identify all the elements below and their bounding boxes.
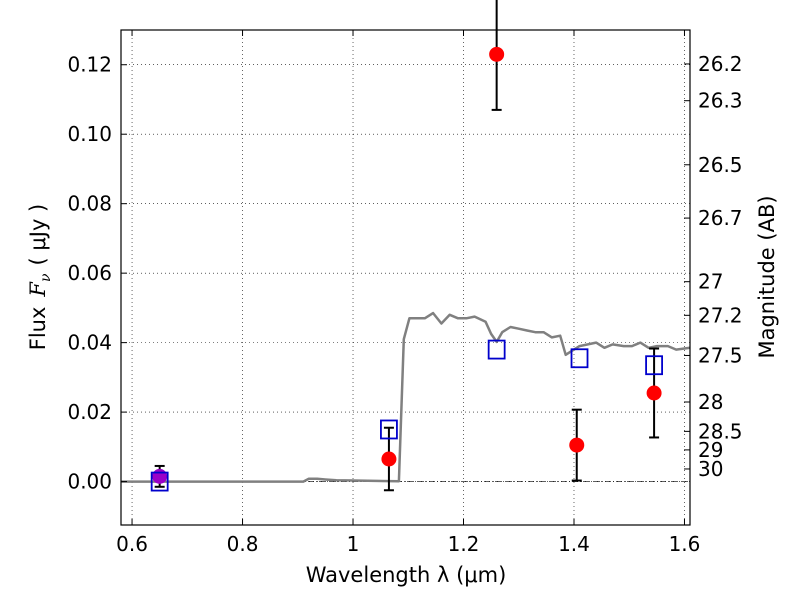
x-tick-label: 0.8	[227, 532, 259, 556]
x-tick-label: 0.6	[116, 532, 148, 556]
y-axis-label-unit: ( μJy )	[26, 204, 50, 266]
observed-point	[489, 46, 505, 62]
y-axis-label: Flux Fν ( μJy )	[26, 204, 54, 350]
y-axis-label-symbol: F	[26, 281, 50, 298]
y-tick-label: 0.12	[67, 53, 112, 77]
magnitude-tick-label: 28.5	[698, 419, 743, 443]
magnitude-tick-label: 30	[698, 457, 723, 481]
model-photometry-point	[645, 355, 663, 376]
x-tick-label: 1.6	[669, 532, 701, 556]
magnitude-tick-label: 26.7	[698, 206, 743, 230]
model-photometry-point	[487, 339, 506, 360]
magnitude-tick-label: 26.2	[698, 52, 743, 76]
magnitude-tick-label: 27.2	[698, 303, 743, 327]
x-tick-label: 1	[347, 532, 360, 556]
y-axis-label-subscript: ν	[38, 273, 54, 282]
magnitude-tick-label: 26.5	[698, 153, 743, 177]
model-photometry-points	[150, 339, 663, 492]
y-tick-label: 0.04	[67, 331, 112, 355]
observed-point	[569, 437, 585, 453]
magnitude-tick-label: 29	[698, 438, 723, 462]
magnitude-tick-label: 28	[698, 390, 723, 414]
model-photometry-point	[570, 348, 589, 369]
y-tick-label: 0.00	[67, 470, 112, 494]
x-axis-label: Wavelength λ (μm)	[306, 563, 507, 587]
x-tick-label: 1.4	[558, 532, 590, 556]
plot-frame	[120, 29, 691, 526]
y-axis-label-prefix: Flux	[26, 307, 50, 351]
y-tick-label: 0.06	[67, 261, 112, 285]
model-photometry-point	[380, 419, 398, 440]
magnitude-tick-label: 26.3	[698, 89, 743, 113]
spectrum-line	[121, 311, 691, 483]
grid-lines	[121, 30, 690, 525]
model-spectrum	[121, 311, 691, 483]
y-tick-label: 0.02	[67, 400, 112, 424]
magnitude-tick-label: 27.5	[698, 343, 743, 367]
observed-point	[646, 385, 662, 401]
y-tick-labels: 0.00 0.02 0.04 0.06 0.08 0.10 0.12	[67, 53, 112, 494]
observed-point	[152, 468, 168, 484]
axis-ticks	[121, 30, 690, 525]
y-tick-label: 0.08	[67, 192, 112, 216]
x-tick-label: 1.2	[448, 532, 480, 556]
magnitude-tick-label: 27	[698, 270, 723, 294]
x-tick-labels: 0.6 0.8 1 1.2 1.4 1.6	[116, 532, 700, 556]
y2-axis-label: Magnitude (AB)	[755, 195, 779, 358]
y-tick-label: 0.10	[67, 122, 112, 146]
model-photometry-point	[150, 471, 169, 492]
observed-point	[381, 451, 397, 467]
